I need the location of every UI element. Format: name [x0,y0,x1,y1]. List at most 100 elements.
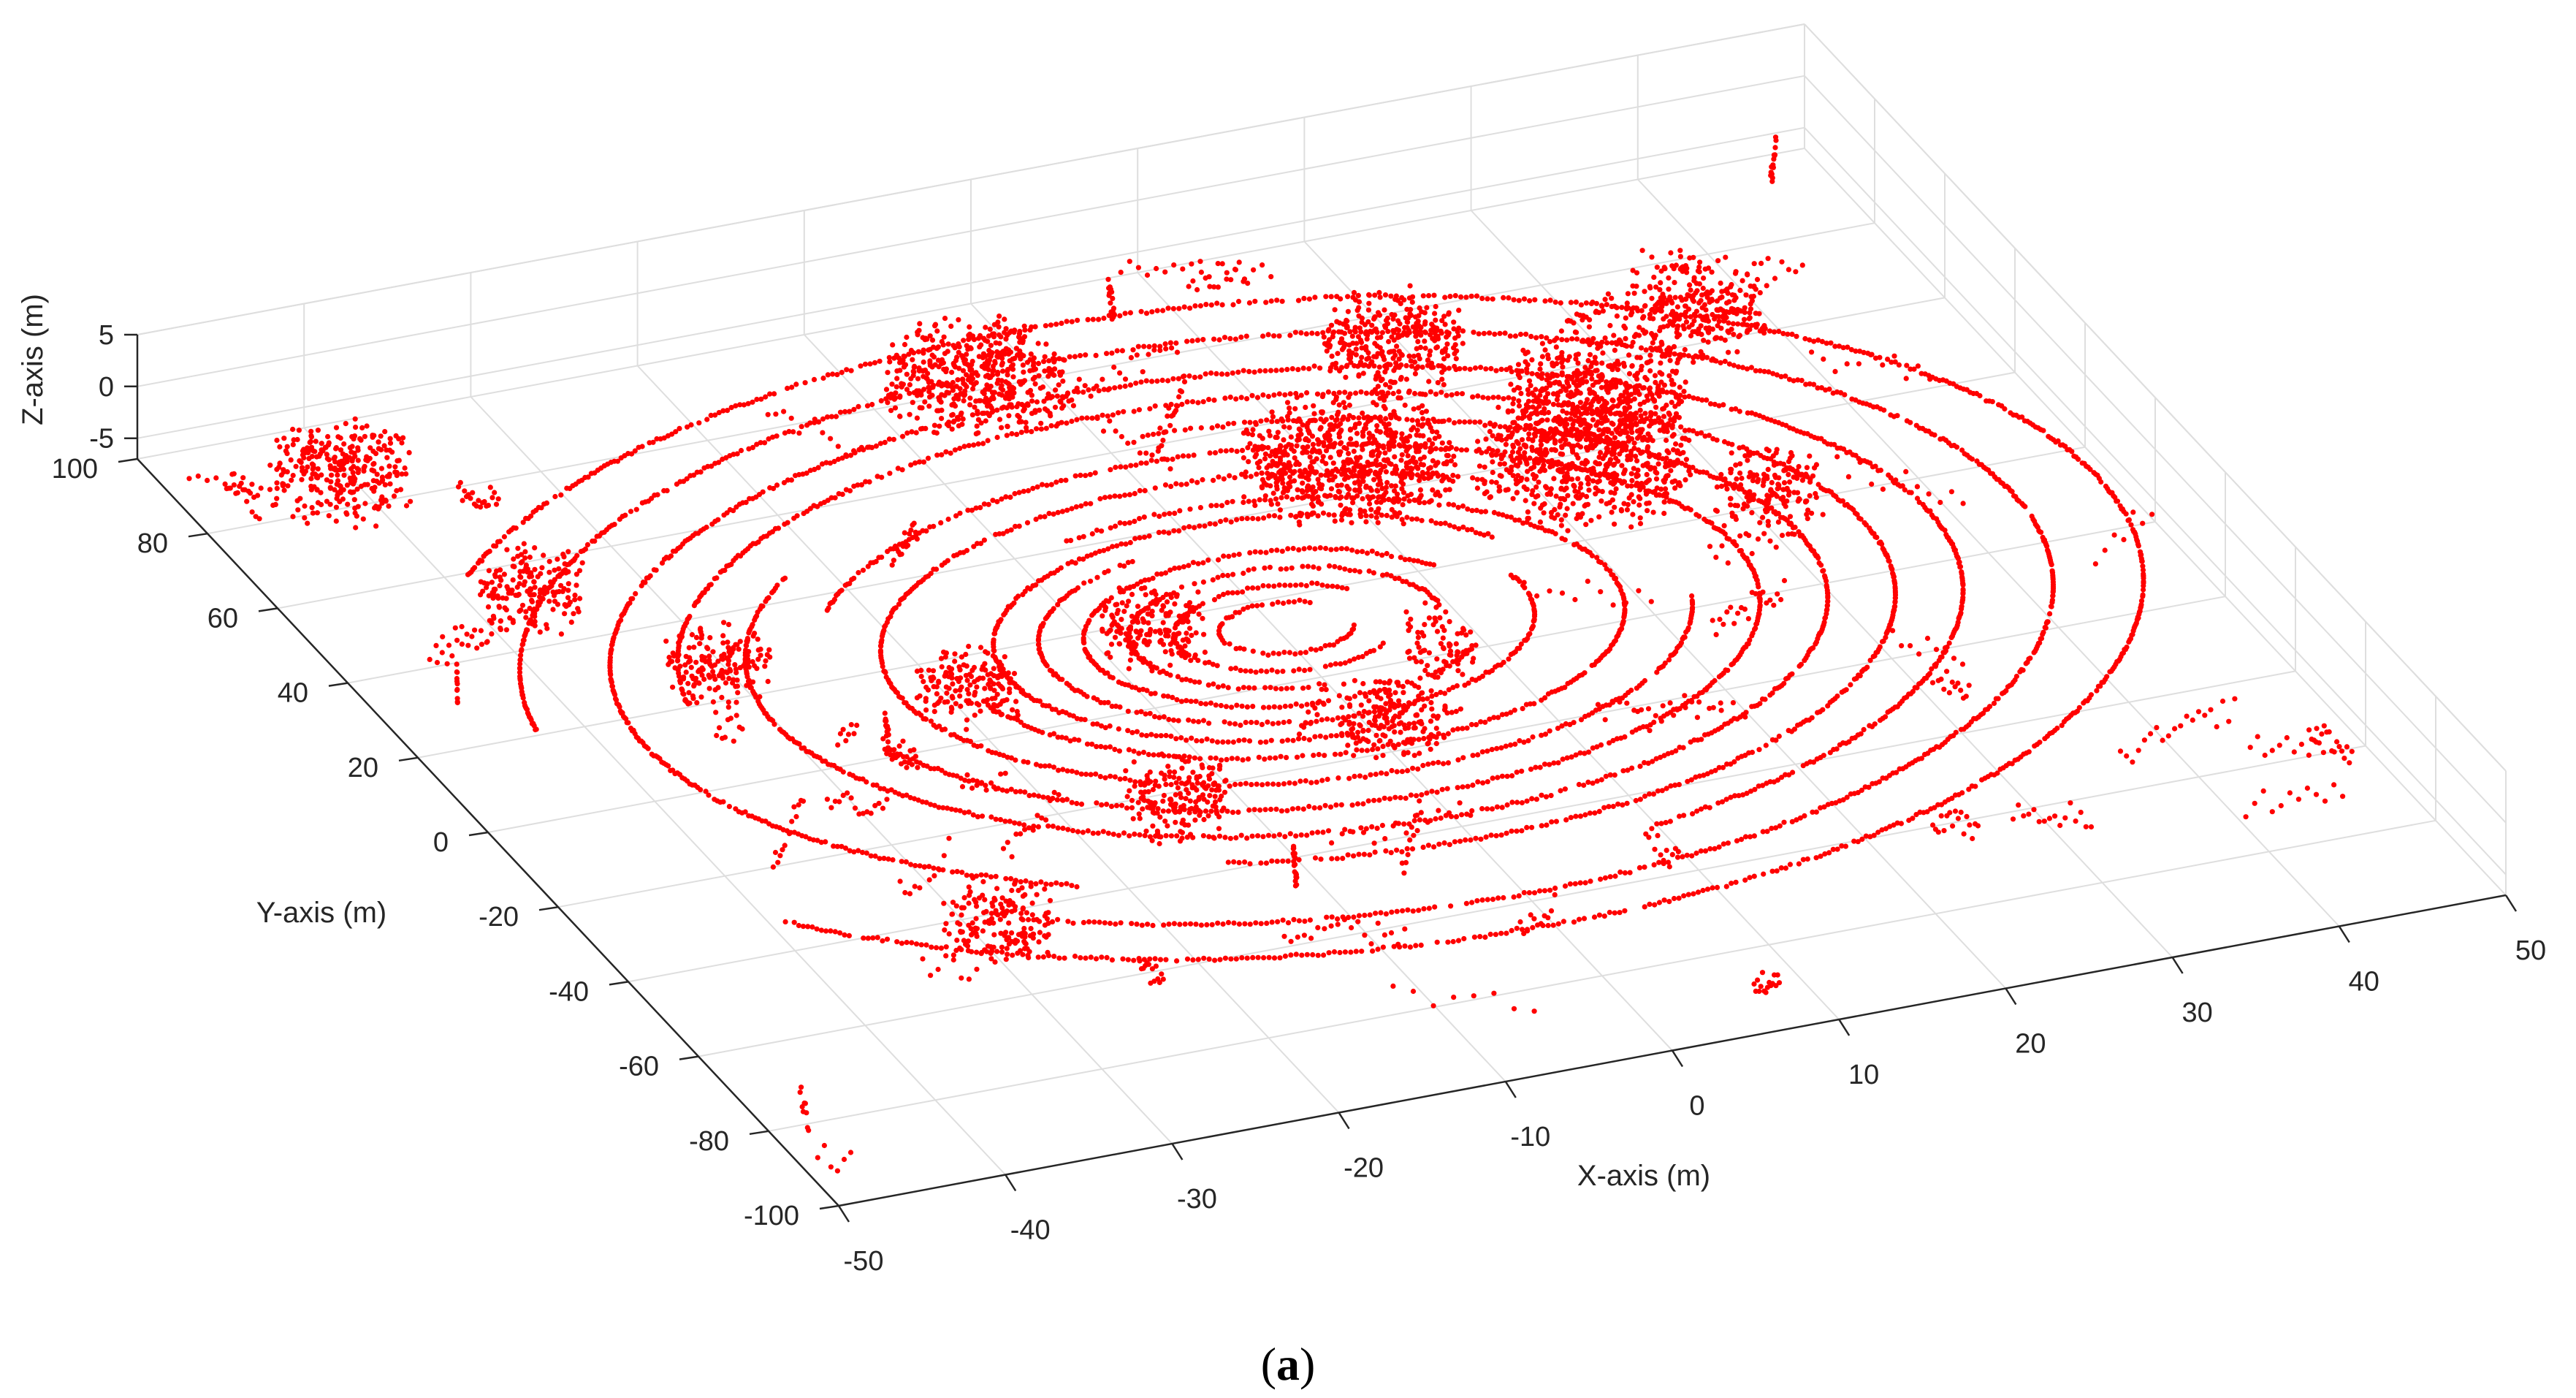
point [1197,505,1203,511]
point [789,384,795,390]
point [1338,751,1344,757]
point [1390,390,1396,397]
point [1292,330,1298,335]
point [1198,922,1204,928]
floor-gridline-y [698,745,2366,1057]
point [1311,753,1316,759]
point [1273,368,1279,373]
point [1197,303,1203,309]
point [1455,726,1460,732]
point [1287,718,1292,725]
point [1156,430,1162,436]
point [1230,498,1235,504]
point [1072,953,1078,960]
point [1274,669,1280,675]
point [1024,520,1031,525]
point [1527,631,1533,637]
point [1218,702,1224,709]
point [1504,930,1509,936]
point [1364,748,1370,753]
point [994,434,1000,441]
point [1619,305,1625,311]
point [1127,778,1133,783]
point [1206,659,1212,665]
point [1581,782,1587,789]
point [1213,503,1219,509]
point [2027,656,2033,661]
point [1734,838,1740,844]
point [1460,726,1466,732]
point [1425,696,1430,702]
point [1200,579,1206,585]
point [696,420,702,426]
point [1433,691,1439,698]
point [1081,640,1087,646]
point [1528,522,1533,528]
point [1285,858,1291,864]
point [1436,841,1442,847]
point [1136,516,1143,522]
point [1317,733,1323,739]
point [1492,331,1498,337]
point [1205,682,1211,688]
point [1074,800,1080,807]
point [1483,366,1489,372]
point [917,863,923,869]
point [1460,784,1466,790]
point [1539,732,1544,738]
point [1398,555,1403,561]
point [1208,755,1213,761]
point [1617,869,1623,875]
point [617,516,622,523]
point [1141,514,1147,520]
point [2049,568,2055,574]
point [925,455,931,461]
point [1227,783,1232,789]
point [1455,785,1460,791]
point [1250,585,1256,591]
point [1262,497,1268,503]
point [1742,877,1748,883]
point [1984,398,1989,404]
point [1122,775,1128,781]
point [1161,922,1167,928]
point [1113,464,1119,471]
point [1601,805,1607,810]
point [2043,625,2049,631]
point [1110,832,1116,837]
point [1078,503,1084,509]
point [1008,527,1014,533]
point [793,381,799,387]
point [1438,390,1444,395]
point [501,533,508,540]
point [1200,399,1206,405]
point [1663,820,1669,826]
point [1007,818,1013,824]
point [1745,410,1750,416]
point [1192,581,1197,587]
point [1055,509,1061,515]
point [1326,950,1332,956]
point [1604,302,1609,308]
point [1189,735,1194,741]
point [1463,900,1469,906]
point [1270,650,1276,656]
point [1240,589,1246,595]
point [1227,473,1232,479]
point [1417,487,1423,493]
point [1506,295,1512,301]
point [1146,751,1151,758]
point [1156,513,1162,520]
point [1241,419,1248,425]
point [1254,395,1261,400]
point [1438,447,1444,452]
point [1069,418,1075,425]
point [1716,844,1722,850]
point [1504,514,1510,520]
point [1037,514,1043,520]
point [1184,956,1191,962]
point [1135,343,1141,349]
point [1509,828,1514,834]
point [1848,682,1853,688]
point [1026,793,1032,799]
